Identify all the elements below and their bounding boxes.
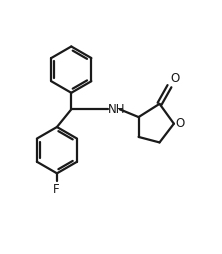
Text: NH: NH — [108, 103, 125, 116]
Text: O: O — [170, 72, 180, 85]
Text: F: F — [53, 183, 59, 196]
Text: O: O — [176, 117, 185, 130]
